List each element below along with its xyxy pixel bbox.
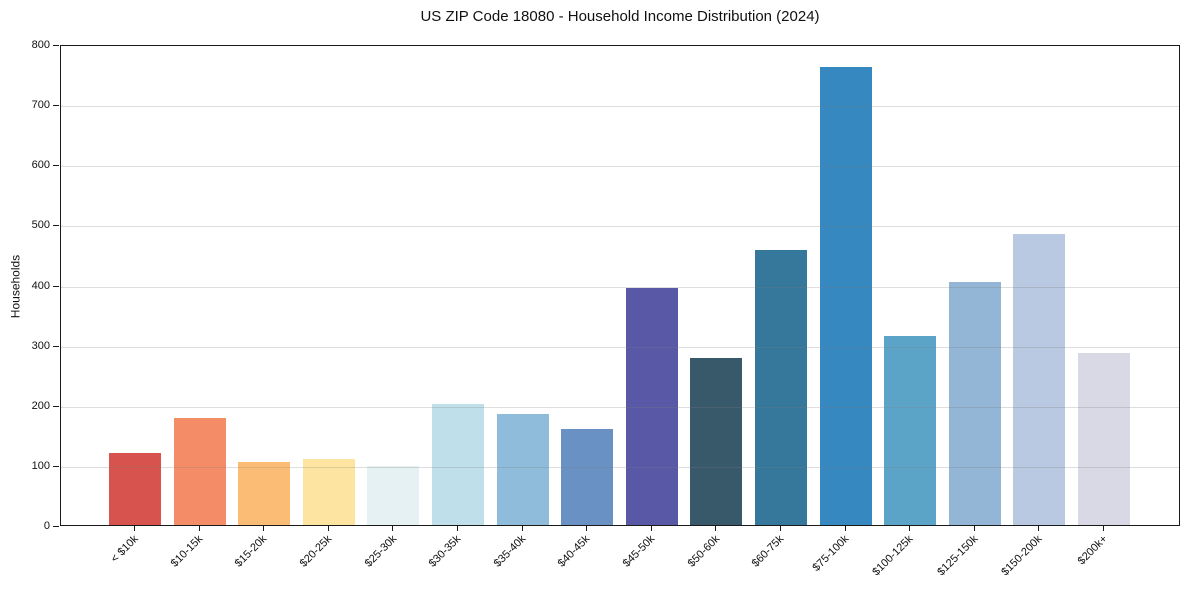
plot-area xyxy=(60,45,1180,526)
gridline-100 xyxy=(61,466,1179,468)
bar-$40-45k xyxy=(561,429,614,525)
chart-title: US ZIP Code 18080 - Household Income Dis… xyxy=(420,8,820,25)
y-tick-mark xyxy=(53,405,59,407)
y-tick-label-200: 200 xyxy=(31,399,50,412)
y-tick-label-500: 500 xyxy=(31,219,50,232)
y-tick-mark xyxy=(53,225,59,227)
y-tick-label-600: 600 xyxy=(31,159,50,172)
y-tick-mark xyxy=(53,165,59,167)
bar-$125-150k xyxy=(948,282,1001,525)
y-tick-mark xyxy=(53,345,59,347)
x-tick-mark xyxy=(973,526,975,531)
bar-< $10k xyxy=(109,452,161,525)
x-tick-label-$10-15k: $10-15k xyxy=(168,533,206,570)
gridline-600 xyxy=(61,166,1179,168)
x-tick-mark xyxy=(263,526,265,531)
x-tick-label-$45-50k: $45-50k xyxy=(620,533,658,570)
y-tick-label-300: 300 xyxy=(31,339,50,352)
x-tick-mark xyxy=(134,526,135,531)
bar-$60-75k xyxy=(755,250,807,525)
x-tick-label-$40-45k: $40-45k xyxy=(556,533,593,570)
x-tick-mark xyxy=(392,526,394,531)
y-tick-mark xyxy=(53,526,59,527)
x-tick-mark xyxy=(844,526,846,531)
x-tick-label-$35-40k: $35-40k xyxy=(491,533,529,570)
bar-$35-40k xyxy=(496,414,549,525)
x-tick-mark xyxy=(780,526,781,531)
gridline-300 xyxy=(61,346,1179,348)
bar-$200k+ xyxy=(1078,353,1130,525)
x-tick-label-$100-125k: $100-125k xyxy=(870,533,916,579)
y-tick-label-700: 700 xyxy=(31,99,50,112)
gridline-400 xyxy=(61,286,1179,288)
x-tick-mark xyxy=(909,526,911,531)
bar-$100-125k xyxy=(884,335,937,525)
x-tick-label-$150-200k: $150-200k xyxy=(999,533,1045,579)
x-tick-label-$15-20k: $15-20k xyxy=(233,533,270,570)
x-tick-mark xyxy=(715,526,717,531)
y-tick-label-100: 100 xyxy=(31,459,50,472)
bar-$20-25k xyxy=(302,458,355,525)
x-tick-mark xyxy=(327,526,329,531)
bar-$15-20k xyxy=(238,461,291,525)
x-tick-mark xyxy=(1038,526,1040,531)
x-tick-label-< $10k: < $10k xyxy=(108,533,141,566)
x-tick-label-$20-25k: $20-25k xyxy=(297,533,335,570)
y-tick-mark xyxy=(53,105,59,107)
x-tick-label-$25-30k: $25-30k xyxy=(362,533,399,570)
gridline-500 xyxy=(61,226,1179,228)
bar-$45-50k xyxy=(625,288,678,525)
y-tick-label-0: 0 xyxy=(43,520,50,532)
bar-$10-15k xyxy=(173,417,226,525)
bar-$75-100k xyxy=(819,66,872,525)
y-tick-mark xyxy=(53,465,59,467)
x-tick-label-$60-75k: $60-75k xyxy=(749,533,787,570)
x-tick-mark xyxy=(1103,526,1104,531)
x-tick-label-$75-100k: $75-100k xyxy=(810,533,852,574)
y-tick-mark xyxy=(53,45,59,46)
x-tick-mark xyxy=(198,526,200,531)
gridline-700 xyxy=(61,106,1179,108)
x-tick-label-$125-150k: $125-150k xyxy=(935,533,981,579)
x-tick-mark xyxy=(457,526,458,531)
x-tick-label-$200k+: $200k+ xyxy=(1075,533,1110,568)
y-tick-label-400: 400 xyxy=(31,279,50,292)
x-tick-mark xyxy=(650,526,652,531)
x-tick-mark xyxy=(586,526,588,531)
bar-$50-60k xyxy=(690,358,743,525)
y-tick-mark xyxy=(53,285,59,287)
bar-$30-35k xyxy=(432,403,484,525)
x-tick-mark xyxy=(521,526,523,531)
gridline-200 xyxy=(61,406,1179,408)
x-tick-label-$30-35k: $30-35k xyxy=(426,533,464,570)
y-tick-label-800: 800 xyxy=(31,39,50,51)
bar-$25-30k xyxy=(367,466,420,525)
bar-$150-200k xyxy=(1013,234,1066,525)
x-tick-label-$50-60k: $50-60k xyxy=(685,533,722,570)
